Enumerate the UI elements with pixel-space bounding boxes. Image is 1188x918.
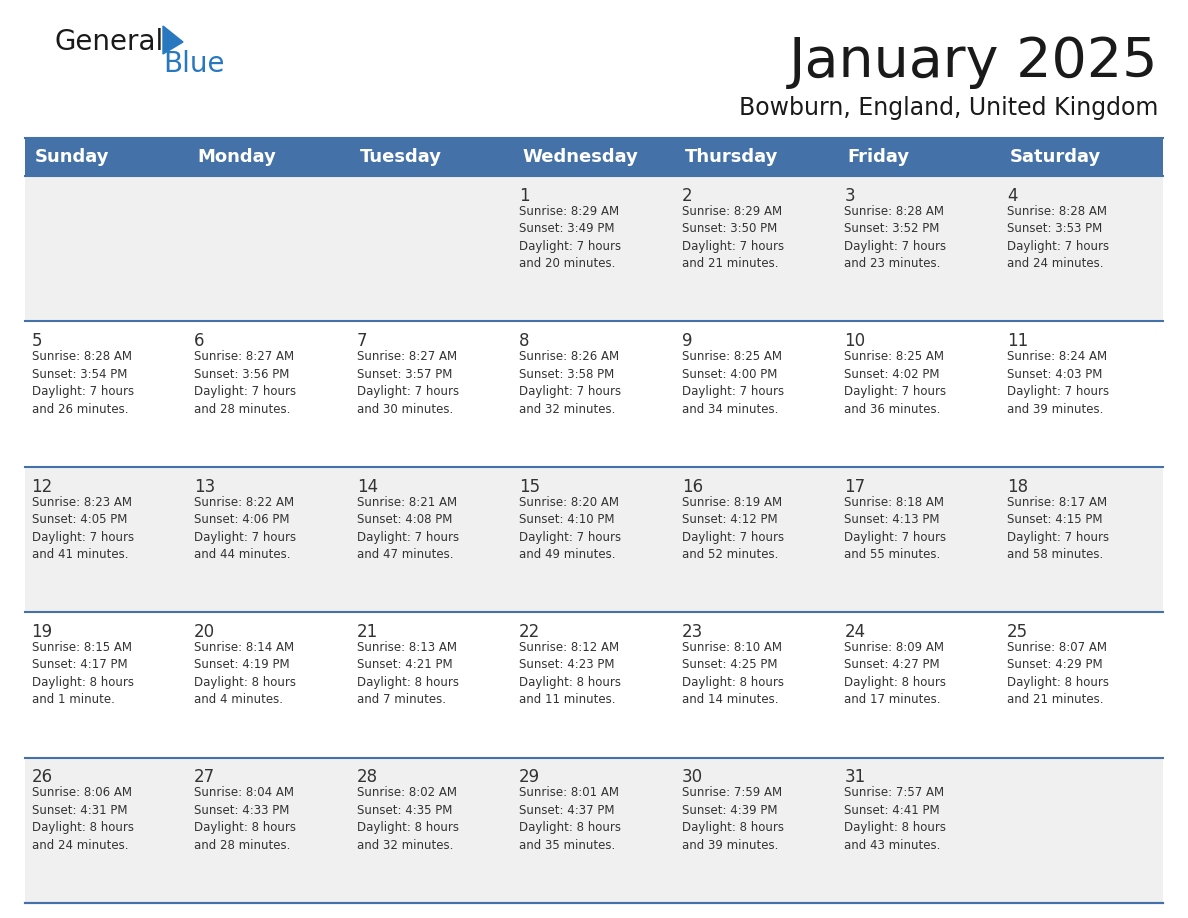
Text: January 2025: January 2025 xyxy=(789,35,1158,89)
Text: Sunrise: 8:25 AM
Sunset: 4:00 PM
Daylight: 7 hours
and 34 minutes.: Sunrise: 8:25 AM Sunset: 4:00 PM Dayligh… xyxy=(682,350,784,416)
Text: 22: 22 xyxy=(519,623,541,641)
Text: 29: 29 xyxy=(519,768,541,787)
Bar xyxy=(25,466,1163,612)
Text: Sunrise: 8:24 AM
Sunset: 4:03 PM
Daylight: 7 hours
and 39 minutes.: Sunrise: 8:24 AM Sunset: 4:03 PM Dayligh… xyxy=(1007,350,1110,416)
Text: 1: 1 xyxy=(519,186,530,205)
Text: 25: 25 xyxy=(1007,623,1028,641)
Text: Friday: Friday xyxy=(847,148,910,166)
Text: 17: 17 xyxy=(845,477,866,496)
Text: Saturday: Saturday xyxy=(1010,148,1101,166)
Text: Sunrise: 8:02 AM
Sunset: 4:35 PM
Daylight: 8 hours
and 32 minutes.: Sunrise: 8:02 AM Sunset: 4:35 PM Dayligh… xyxy=(356,787,459,852)
Text: Sunrise: 8:14 AM
Sunset: 4:19 PM
Daylight: 8 hours
and 4 minutes.: Sunrise: 8:14 AM Sunset: 4:19 PM Dayligh… xyxy=(194,641,296,707)
Text: 21: 21 xyxy=(356,623,378,641)
Text: Monday: Monday xyxy=(197,148,276,166)
Text: 30: 30 xyxy=(682,768,703,787)
Bar xyxy=(25,321,1163,466)
Bar xyxy=(25,176,1163,321)
Text: Sunrise: 8:17 AM
Sunset: 4:15 PM
Daylight: 7 hours
and 58 minutes.: Sunrise: 8:17 AM Sunset: 4:15 PM Dayligh… xyxy=(1007,496,1110,561)
Text: 11: 11 xyxy=(1007,332,1028,350)
Text: Wednesday: Wednesday xyxy=(523,148,638,166)
Text: 10: 10 xyxy=(845,332,866,350)
Text: 20: 20 xyxy=(194,623,215,641)
Text: Sunrise: 8:13 AM
Sunset: 4:21 PM
Daylight: 8 hours
and 7 minutes.: Sunrise: 8:13 AM Sunset: 4:21 PM Dayligh… xyxy=(356,641,459,707)
Text: 6: 6 xyxy=(194,332,204,350)
Text: Sunrise: 8:01 AM
Sunset: 4:37 PM
Daylight: 8 hours
and 35 minutes.: Sunrise: 8:01 AM Sunset: 4:37 PM Dayligh… xyxy=(519,787,621,852)
Text: 7: 7 xyxy=(356,332,367,350)
Text: Sunrise: 8:06 AM
Sunset: 4:31 PM
Daylight: 8 hours
and 24 minutes.: Sunrise: 8:06 AM Sunset: 4:31 PM Dayligh… xyxy=(32,787,133,852)
Text: 9: 9 xyxy=(682,332,693,350)
Text: Sunrise: 8:25 AM
Sunset: 4:02 PM
Daylight: 7 hours
and 36 minutes.: Sunrise: 8:25 AM Sunset: 4:02 PM Dayligh… xyxy=(845,350,947,416)
Text: Sunrise: 8:22 AM
Sunset: 4:06 PM
Daylight: 7 hours
and 44 minutes.: Sunrise: 8:22 AM Sunset: 4:06 PM Dayligh… xyxy=(194,496,296,561)
Text: Sunrise: 8:18 AM
Sunset: 4:13 PM
Daylight: 7 hours
and 55 minutes.: Sunrise: 8:18 AM Sunset: 4:13 PM Dayligh… xyxy=(845,496,947,561)
Text: 4: 4 xyxy=(1007,186,1017,205)
Text: Sunrise: 8:20 AM
Sunset: 4:10 PM
Daylight: 7 hours
and 49 minutes.: Sunrise: 8:20 AM Sunset: 4:10 PM Dayligh… xyxy=(519,496,621,561)
Bar xyxy=(25,138,1163,176)
Text: Sunrise: 8:07 AM
Sunset: 4:29 PM
Daylight: 8 hours
and 21 minutes.: Sunrise: 8:07 AM Sunset: 4:29 PM Dayligh… xyxy=(1007,641,1108,707)
Text: 2: 2 xyxy=(682,186,693,205)
Text: 12: 12 xyxy=(32,477,52,496)
Text: Sunrise: 8:28 AM
Sunset: 3:54 PM
Daylight: 7 hours
and 26 minutes.: Sunrise: 8:28 AM Sunset: 3:54 PM Dayligh… xyxy=(32,350,133,416)
Text: Blue: Blue xyxy=(163,50,225,78)
Text: 27: 27 xyxy=(194,768,215,787)
Text: Sunrise: 8:27 AM
Sunset: 3:57 PM
Daylight: 7 hours
and 30 minutes.: Sunrise: 8:27 AM Sunset: 3:57 PM Dayligh… xyxy=(356,350,459,416)
Text: Sunrise: 8:26 AM
Sunset: 3:58 PM
Daylight: 7 hours
and 32 minutes.: Sunrise: 8:26 AM Sunset: 3:58 PM Dayligh… xyxy=(519,350,621,416)
Text: 23: 23 xyxy=(682,623,703,641)
Text: 16: 16 xyxy=(682,477,703,496)
Text: 15: 15 xyxy=(519,477,541,496)
Text: Sunrise: 7:57 AM
Sunset: 4:41 PM
Daylight: 8 hours
and 43 minutes.: Sunrise: 7:57 AM Sunset: 4:41 PM Dayligh… xyxy=(845,787,947,852)
Text: 19: 19 xyxy=(32,623,52,641)
Text: Sunrise: 8:10 AM
Sunset: 4:25 PM
Daylight: 8 hours
and 14 minutes.: Sunrise: 8:10 AM Sunset: 4:25 PM Dayligh… xyxy=(682,641,784,707)
Text: Sunrise: 8:28 AM
Sunset: 3:52 PM
Daylight: 7 hours
and 23 minutes.: Sunrise: 8:28 AM Sunset: 3:52 PM Dayligh… xyxy=(845,205,947,270)
Text: Sunrise: 8:27 AM
Sunset: 3:56 PM
Daylight: 7 hours
and 28 minutes.: Sunrise: 8:27 AM Sunset: 3:56 PM Dayligh… xyxy=(194,350,296,416)
Text: 28: 28 xyxy=(356,768,378,787)
Text: Sunrise: 8:21 AM
Sunset: 4:08 PM
Daylight: 7 hours
and 47 minutes.: Sunrise: 8:21 AM Sunset: 4:08 PM Dayligh… xyxy=(356,496,459,561)
Text: Bowburn, England, United Kingdom: Bowburn, England, United Kingdom xyxy=(739,96,1158,120)
Text: Sunrise: 8:09 AM
Sunset: 4:27 PM
Daylight: 8 hours
and 17 minutes.: Sunrise: 8:09 AM Sunset: 4:27 PM Dayligh… xyxy=(845,641,947,707)
Text: Sunrise: 8:28 AM
Sunset: 3:53 PM
Daylight: 7 hours
and 24 minutes.: Sunrise: 8:28 AM Sunset: 3:53 PM Dayligh… xyxy=(1007,205,1110,270)
Text: 3: 3 xyxy=(845,186,855,205)
Text: Sunrise: 8:04 AM
Sunset: 4:33 PM
Daylight: 8 hours
and 28 minutes.: Sunrise: 8:04 AM Sunset: 4:33 PM Dayligh… xyxy=(194,787,296,852)
Text: Sunrise: 8:23 AM
Sunset: 4:05 PM
Daylight: 7 hours
and 41 minutes.: Sunrise: 8:23 AM Sunset: 4:05 PM Dayligh… xyxy=(32,496,133,561)
Text: Sunrise: 8:29 AM
Sunset: 3:50 PM
Daylight: 7 hours
and 21 minutes.: Sunrise: 8:29 AM Sunset: 3:50 PM Dayligh… xyxy=(682,205,784,270)
Text: Tuesday: Tuesday xyxy=(360,148,442,166)
Text: 5: 5 xyxy=(32,332,42,350)
Text: 13: 13 xyxy=(194,477,215,496)
Text: General: General xyxy=(55,28,164,56)
Text: 24: 24 xyxy=(845,623,866,641)
Text: Sunrise: 8:29 AM
Sunset: 3:49 PM
Daylight: 7 hours
and 20 minutes.: Sunrise: 8:29 AM Sunset: 3:49 PM Dayligh… xyxy=(519,205,621,270)
Text: 14: 14 xyxy=(356,477,378,496)
Bar xyxy=(25,612,1163,757)
Bar xyxy=(25,757,1163,903)
Text: Sunday: Sunday xyxy=(34,148,109,166)
Text: Sunrise: 8:12 AM
Sunset: 4:23 PM
Daylight: 8 hours
and 11 minutes.: Sunrise: 8:12 AM Sunset: 4:23 PM Dayligh… xyxy=(519,641,621,707)
Text: 31: 31 xyxy=(845,768,866,787)
Text: 18: 18 xyxy=(1007,477,1028,496)
Text: Thursday: Thursday xyxy=(685,148,778,166)
Text: 8: 8 xyxy=(519,332,530,350)
Text: Sunrise: 8:15 AM
Sunset: 4:17 PM
Daylight: 8 hours
and 1 minute.: Sunrise: 8:15 AM Sunset: 4:17 PM Dayligh… xyxy=(32,641,133,707)
Text: 26: 26 xyxy=(32,768,52,787)
Polygon shape xyxy=(163,26,183,54)
Text: Sunrise: 8:19 AM
Sunset: 4:12 PM
Daylight: 7 hours
and 52 minutes.: Sunrise: 8:19 AM Sunset: 4:12 PM Dayligh… xyxy=(682,496,784,561)
Text: Sunrise: 7:59 AM
Sunset: 4:39 PM
Daylight: 8 hours
and 39 minutes.: Sunrise: 7:59 AM Sunset: 4:39 PM Dayligh… xyxy=(682,787,784,852)
